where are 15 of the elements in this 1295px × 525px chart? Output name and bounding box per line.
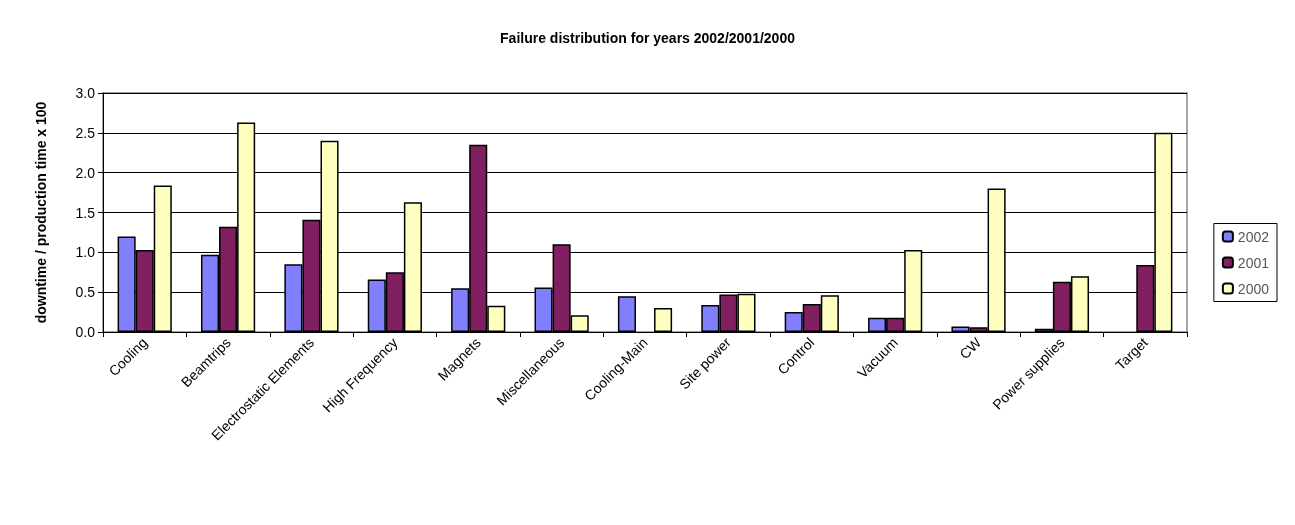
y-tick-label: 2.0	[75, 164, 96, 181]
y-tick-label: 0.5	[75, 284, 96, 301]
bar	[617, 296, 636, 332]
y-tick-label: 2.5	[75, 124, 96, 141]
y-tick-label: 1.5	[75, 204, 96, 221]
x-tick-label: CW	[956, 333, 985, 363]
legend-label: 2002	[1237, 228, 1270, 245]
y-tick-label: 3.0	[75, 85, 96, 101]
legend-label: 2000	[1237, 280, 1270, 297]
y-axis-title: downtime / production time x 100	[33, 101, 49, 324]
chart-title: Failure distribution for years 2002/2001/2000	[500, 30, 796, 46]
y-tick-label: 1.0	[75, 244, 96, 261]
y-tick-label: 0.0	[75, 324, 96, 340]
legend-label: 2001	[1237, 254, 1270, 271]
bar	[654, 308, 673, 332]
